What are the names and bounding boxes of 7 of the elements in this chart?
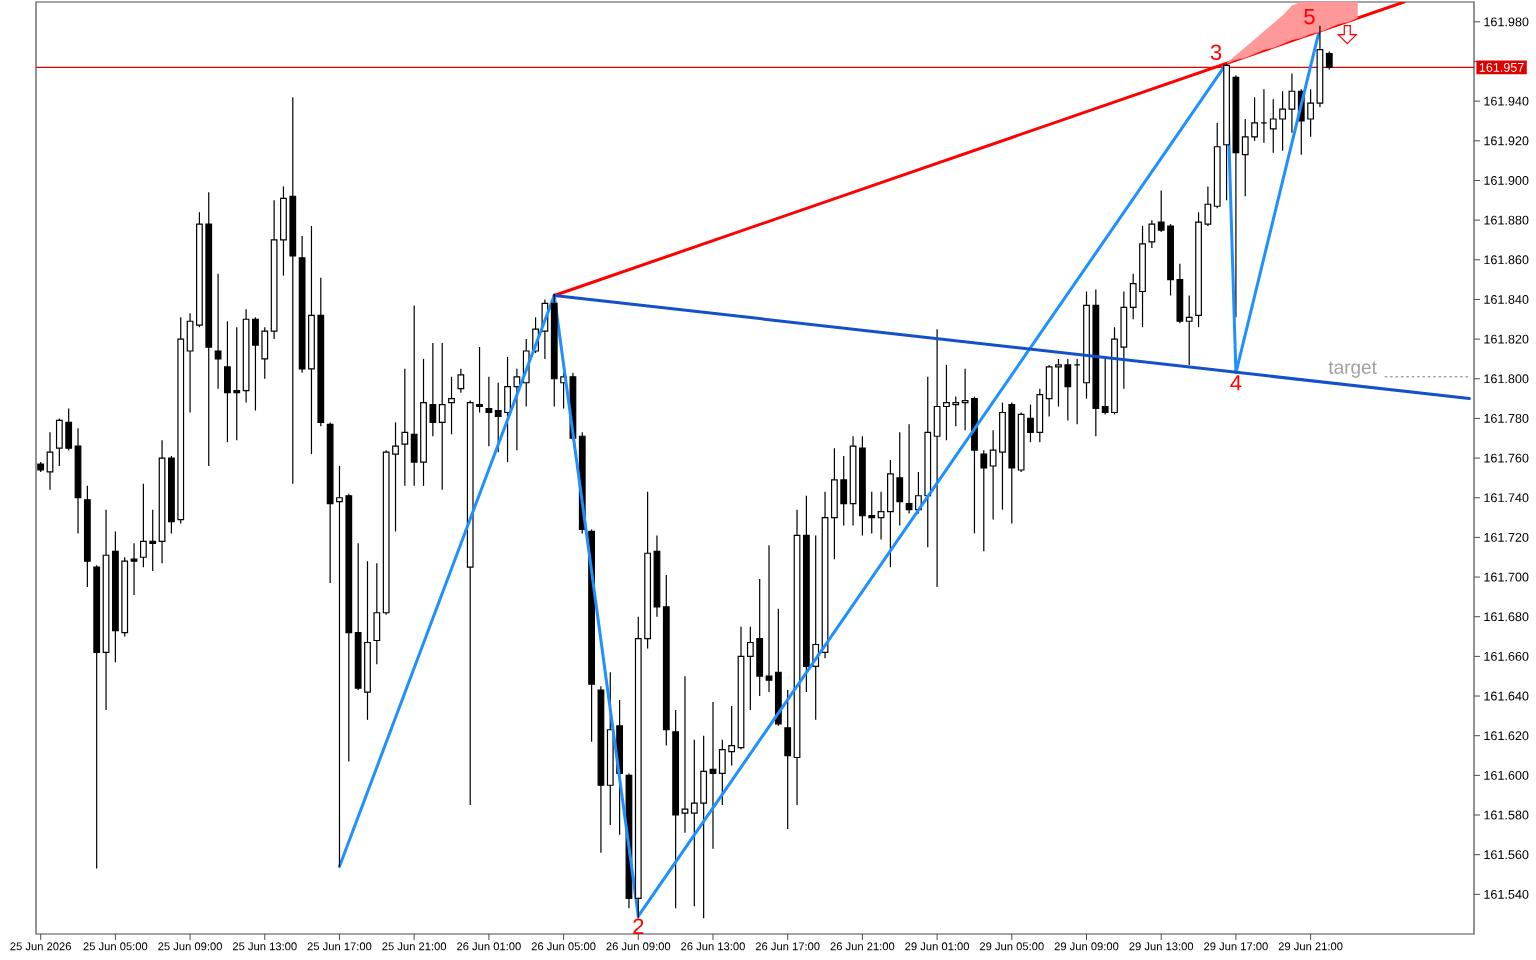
candlestick: [457, 368, 465, 394]
series-label: target: [1328, 361, 1377, 378]
candlestick: [214, 273, 222, 390]
annotation: 5: [1304, 9, 1315, 25]
annotation: 3: [1210, 44, 1222, 61]
candlestick: [448, 376, 455, 435]
annotation: 4: [1230, 375, 1242, 391]
